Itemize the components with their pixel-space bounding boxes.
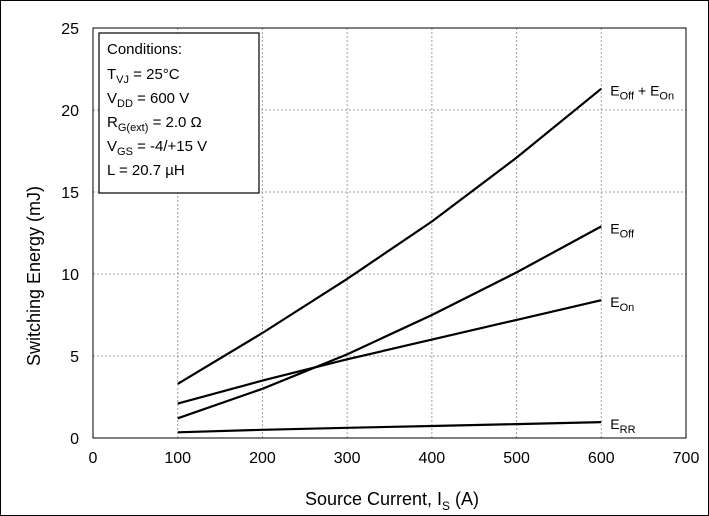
condition-symbol: R — [107, 114, 118, 131]
condition-value: = -4/+15 V — [133, 138, 207, 155]
series-line — [177, 87, 602, 385]
condition-subscript: G(ext) — [118, 122, 149, 134]
series-label: ERR — [610, 416, 635, 436]
series-label-sub: Off — [620, 228, 635, 240]
y-tick-label: 0 — [70, 431, 79, 448]
condition-value: = 20.7 µH — [115, 162, 185, 179]
x-tick-label: 700 — [673, 450, 700, 467]
series-label: EOn — [610, 294, 634, 314]
series-label-main: E — [610, 83, 619, 99]
condition-symbol: T — [107, 66, 116, 83]
series-label: EOff + EOn — [610, 83, 674, 103]
y-tick-label: 15 — [61, 185, 79, 202]
series-line — [177, 225, 602, 420]
x-tick-label: 300 — [334, 450, 361, 467]
x-tick-label: 100 — [164, 450, 191, 467]
condition-line: VDD = 600 V — [107, 90, 189, 110]
x-axis-title-unit: (A) — [450, 489, 479, 509]
series-label-sub2: On — [659, 91, 674, 103]
series-label-sub: RR — [620, 424, 636, 436]
y-tick-label: 10 — [61, 267, 79, 284]
series-label-main: E — [610, 220, 619, 236]
condition-value: = 600 V — [133, 90, 189, 107]
condition-line: L = 20.7 µH — [107, 162, 185, 179]
x-tick-label: 500 — [503, 450, 530, 467]
series-label-main: E — [610, 294, 619, 310]
x-tick-label: 600 — [588, 450, 615, 467]
condition-value: = 2.0 Ω — [148, 114, 201, 131]
x-axis-title-sub: S — [442, 499, 450, 513]
series-label-main: E — [610, 416, 619, 432]
condition-symbol: V — [107, 90, 117, 107]
x-tick-label: 400 — [419, 450, 446, 467]
y-tick-label: 20 — [61, 103, 79, 120]
x-axis-title: Source Current, IS (A) — [305, 489, 479, 513]
data-series — [177, 87, 602, 434]
axis-ticks: 0 100 200 300 400 500 600 700 0 5 10 15 20 25 — [61, 21, 699, 467]
plot-area — [92, 27, 687, 439]
x-tick-label: 0 — [89, 450, 98, 467]
series-label-sub: On — [620, 302, 635, 314]
condition-subscript: GS — [117, 146, 133, 158]
series-line — [177, 299, 602, 405]
x-axis-title-main: Source Current, I — [305, 489, 442, 509]
condition-line: VGS = -4/+15 V — [107, 138, 207, 158]
x-tick-label: 200 — [249, 450, 276, 467]
condition-symbol: V — [107, 138, 117, 155]
condition-subscript: DD — [117, 98, 133, 110]
condition-value: = 25°C — [129, 66, 180, 83]
condition-line: RG(ext) = 2.0 Ω — [107, 114, 202, 134]
y-tick-label: 5 — [70, 349, 79, 366]
series-label-sub: Off — [620, 91, 635, 103]
conditions-title: Conditions: — [107, 41, 182, 58]
series-label-suffix: + E — [634, 83, 659, 99]
y-axis-title: Switching Energy (mJ) — [24, 186, 44, 366]
series-line — [177, 421, 602, 434]
y-tick-label: 25 — [61, 21, 79, 38]
series-label: EOff — [610, 220, 635, 240]
condition-subscript: VJ — [116, 74, 129, 86]
condition-line: TVJ = 25°C — [107, 66, 180, 86]
condition-symbol: L — [107, 162, 115, 179]
